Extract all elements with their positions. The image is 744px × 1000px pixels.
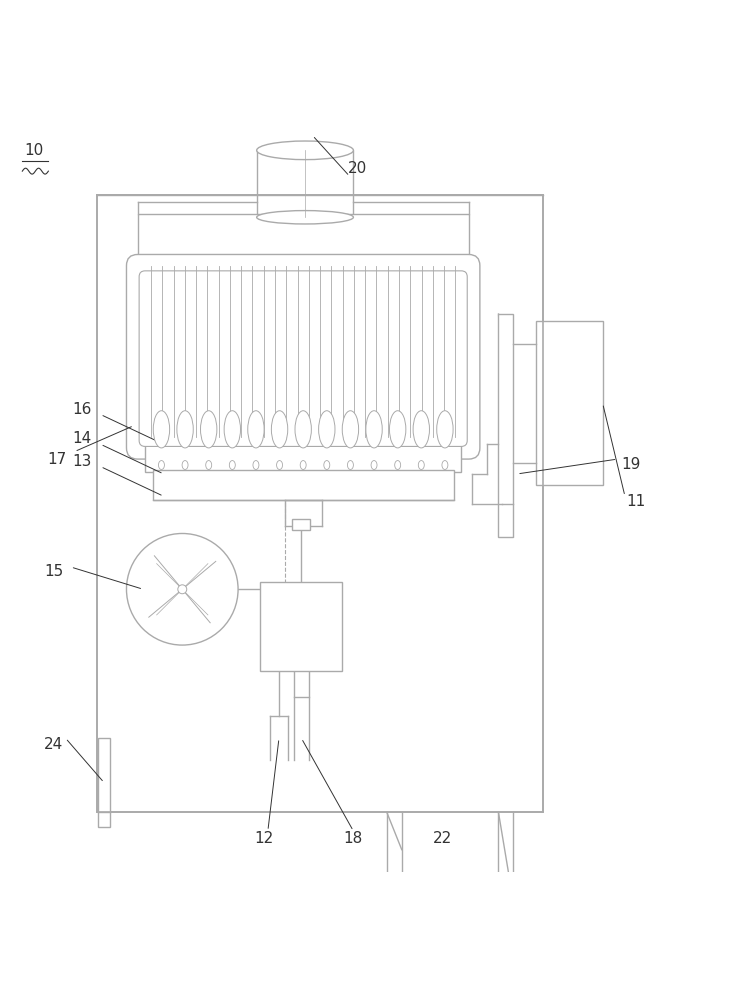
FancyBboxPatch shape [153, 470, 454, 500]
FancyBboxPatch shape [260, 582, 342, 671]
Ellipse shape [295, 411, 311, 448]
Text: 13: 13 [72, 454, 92, 469]
Ellipse shape [257, 211, 353, 224]
Ellipse shape [324, 461, 330, 469]
Ellipse shape [394, 461, 400, 469]
Ellipse shape [182, 461, 188, 469]
Text: 11: 11 [626, 494, 646, 509]
Circle shape [178, 585, 187, 594]
Text: 10: 10 [24, 143, 43, 158]
Text: 15: 15 [44, 564, 63, 579]
FancyBboxPatch shape [126, 254, 480, 459]
FancyBboxPatch shape [257, 150, 353, 217]
Ellipse shape [200, 411, 217, 448]
FancyBboxPatch shape [536, 321, 603, 485]
Ellipse shape [153, 411, 170, 448]
Ellipse shape [158, 461, 164, 469]
FancyBboxPatch shape [145, 444, 461, 472]
FancyBboxPatch shape [292, 519, 310, 530]
Ellipse shape [300, 461, 307, 469]
FancyBboxPatch shape [498, 314, 513, 537]
Text: 19: 19 [621, 457, 641, 472]
Ellipse shape [177, 411, 193, 448]
Ellipse shape [257, 141, 353, 160]
Text: 12: 12 [254, 831, 274, 846]
Ellipse shape [442, 461, 448, 469]
Ellipse shape [437, 411, 453, 448]
Text: 22: 22 [433, 831, 452, 846]
Text: 18: 18 [344, 831, 363, 846]
Text: 14: 14 [72, 431, 92, 446]
Ellipse shape [342, 411, 359, 448]
Ellipse shape [413, 411, 429, 448]
Ellipse shape [248, 411, 264, 448]
FancyBboxPatch shape [139, 271, 467, 446]
Text: 17: 17 [47, 452, 66, 467]
FancyBboxPatch shape [98, 738, 110, 827]
Ellipse shape [229, 461, 235, 469]
FancyBboxPatch shape [97, 195, 543, 812]
Text: 20: 20 [347, 161, 367, 176]
Ellipse shape [366, 411, 382, 448]
Ellipse shape [205, 461, 211, 469]
Ellipse shape [390, 411, 405, 448]
Text: 24: 24 [44, 737, 63, 752]
Text: 16: 16 [72, 402, 92, 417]
Ellipse shape [224, 411, 240, 448]
Ellipse shape [253, 461, 259, 469]
Ellipse shape [318, 411, 335, 448]
Ellipse shape [272, 411, 288, 448]
FancyBboxPatch shape [138, 214, 469, 277]
Ellipse shape [371, 461, 377, 469]
Ellipse shape [418, 461, 424, 469]
Circle shape [126, 533, 238, 645]
Ellipse shape [347, 461, 353, 469]
Ellipse shape [277, 461, 283, 469]
